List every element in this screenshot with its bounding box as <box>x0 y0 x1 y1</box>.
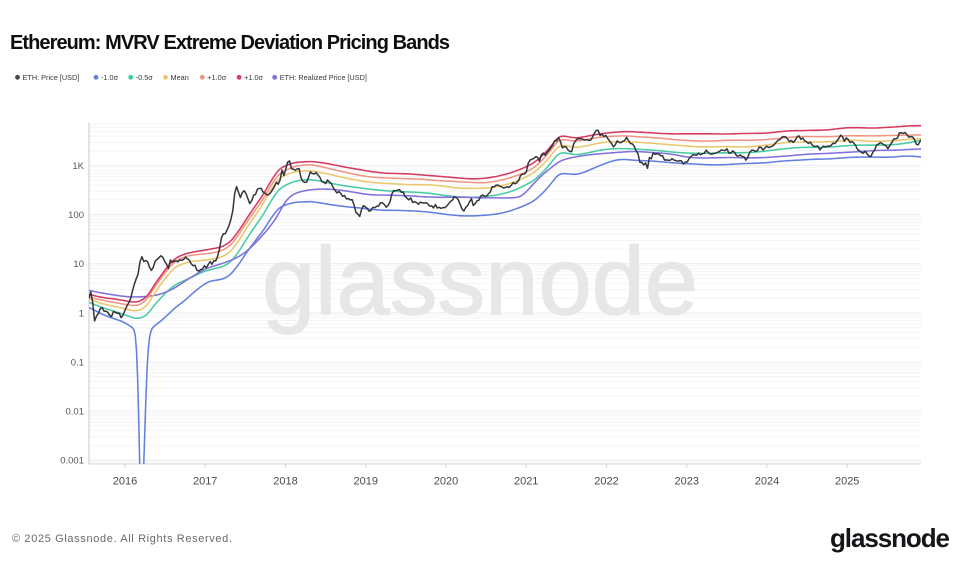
svg-text:2022: 2022 <box>594 476 618 488</box>
svg-text:+1.0σ: +1.0σ <box>244 73 263 82</box>
svg-text:2017: 2017 <box>193 476 217 488</box>
svg-text:-1.0σ: -1.0σ <box>101 73 119 82</box>
svg-text:ETH: Realized Price [USD]: ETH: Realized Price [USD] <box>280 73 367 82</box>
svg-text:© 2025 Glassnode. All Rights R: © 2025 Glassnode. All Rights Reserved. <box>12 533 232 545</box>
svg-text:100: 100 <box>68 210 84 221</box>
svg-text:1: 1 <box>79 308 84 319</box>
svg-text:ETH: Price [USD]: ETH: Price [USD] <box>23 73 80 82</box>
svg-text:10: 10 <box>73 259 84 270</box>
svg-text:Ethereum: MVRV Extreme Deviati: Ethereum: MVRV Extreme Deviation Pricing… <box>10 32 450 54</box>
svg-text:+1.0σ: +1.0σ <box>207 73 226 82</box>
svg-text:2023: 2023 <box>675 476 699 488</box>
svg-text:0.001: 0.001 <box>60 456 84 467</box>
svg-text:0.01: 0.01 <box>66 407 85 418</box>
svg-text:2016: 2016 <box>113 476 137 488</box>
svg-text:2025: 2025 <box>835 476 859 488</box>
svg-text:glassnode: glassnode <box>830 523 950 553</box>
svg-text:2019: 2019 <box>354 476 378 488</box>
svg-text:2021: 2021 <box>514 476 538 488</box>
svg-text:glassnode: glassnode <box>262 228 698 335</box>
svg-text:0.1: 0.1 <box>71 357 84 368</box>
svg-text:2024: 2024 <box>755 476 779 488</box>
svg-text:2020: 2020 <box>434 476 458 488</box>
svg-text:2018: 2018 <box>273 476 297 488</box>
svg-text:Mean: Mean <box>171 73 189 82</box>
svg-text:-0.5σ: -0.5σ <box>136 73 154 82</box>
svg-text:1K: 1K <box>72 161 84 172</box>
